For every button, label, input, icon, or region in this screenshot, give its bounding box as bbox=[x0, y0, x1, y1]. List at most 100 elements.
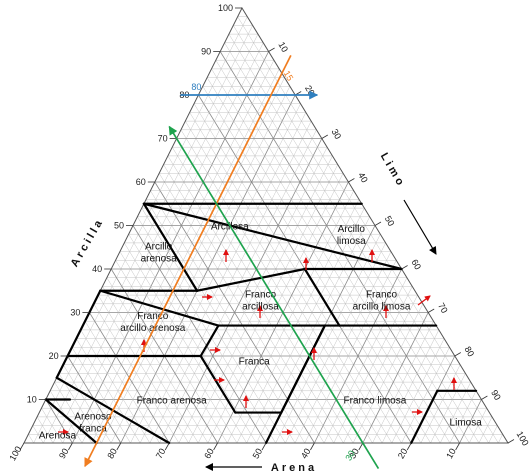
tick-mark bbox=[406, 442, 412, 451]
class-boundary bbox=[264, 324, 326, 445]
grid-line bbox=[141, 207, 286, 444]
grid-line bbox=[71, 347, 131, 444]
tick-label-silt: 50 bbox=[383, 214, 397, 228]
tick-label-sand: 20 bbox=[396, 447, 410, 461]
class-boundary bbox=[55, 354, 69, 379]
class-boundary bbox=[99, 289, 220, 327]
class-label-franco-arcillosa: Franco bbox=[245, 289, 277, 300]
tick-mark bbox=[321, 134, 329, 139]
grid-line bbox=[168, 138, 323, 444]
tick-label-sand: 30 bbox=[347, 447, 361, 461]
grid-line bbox=[41, 408, 63, 444]
tick-label-silt: 90 bbox=[489, 388, 503, 402]
grid-line bbox=[449, 390, 477, 444]
grid-line bbox=[97, 294, 189, 444]
tick-mark bbox=[401, 265, 408, 270]
grid-line bbox=[132, 225, 267, 444]
grid-line bbox=[32, 425, 44, 444]
class-boundary bbox=[66, 289, 102, 358]
tick-mark bbox=[348, 178, 355, 183]
class-label-arcillo-limosa: Arcillo bbox=[338, 224, 366, 235]
class-label-arcillo-arenosa: arenosa bbox=[141, 254, 178, 265]
class-label-arcillo-arenosa: Arcillo bbox=[145, 242, 173, 253]
sand-line bbox=[168, 125, 380, 470]
class-label-arenoso-franca: Arenoso bbox=[74, 411, 112, 422]
class-boundary bbox=[142, 202, 199, 292]
grid-line bbox=[391, 338, 445, 444]
grid-line bbox=[420, 364, 461, 444]
grid-line bbox=[106, 277, 209, 444]
tick-mark bbox=[507, 439, 515, 444]
grid-line bbox=[158, 173, 325, 444]
grid-line bbox=[372, 321, 434, 444]
grid-line bbox=[211, 68, 441, 444]
grid-line bbox=[130, 103, 301, 444]
tick-mark bbox=[358, 442, 364, 451]
tick-label-sand: 100 bbox=[7, 444, 23, 462]
class-label-franco-arenosa: Franco arenosa bbox=[137, 396, 207, 407]
grid-line bbox=[469, 408, 487, 444]
class-label-arcillo-limosa: limosa bbox=[337, 236, 366, 247]
grid-line bbox=[110, 86, 291, 444]
grid-line bbox=[150, 190, 305, 444]
grid-line bbox=[323, 277, 408, 444]
tick-mark bbox=[310, 442, 315, 451]
tick-mark bbox=[481, 395, 488, 400]
grid-line bbox=[149, 120, 312, 444]
grid-line bbox=[459, 399, 482, 444]
grid-line bbox=[362, 312, 429, 444]
grid-line bbox=[207, 173, 344, 444]
grid-line bbox=[185, 120, 383, 444]
tick-mark bbox=[116, 442, 122, 451]
class-boundary bbox=[44, 398, 98, 445]
tick-mark bbox=[68, 442, 73, 451]
class-boundary bbox=[303, 267, 341, 327]
tick-label-clay: 90 bbox=[201, 47, 211, 57]
axis-title-clay: Arcilla bbox=[69, 216, 107, 269]
grid-line bbox=[478, 416, 493, 444]
tick-label-clay: 30 bbox=[70, 308, 80, 318]
grid-line bbox=[219, 51, 460, 444]
class-boundary bbox=[410, 389, 439, 445]
grid-line bbox=[145, 199, 296, 444]
tick-label-silt: 60 bbox=[409, 258, 423, 272]
sand-line-label: 30 bbox=[343, 449, 357, 463]
tick-label-clay: 40 bbox=[92, 264, 102, 274]
class-label-arenosa: Arenosa bbox=[39, 430, 77, 441]
grid-line bbox=[304, 260, 397, 444]
tick-mark bbox=[374, 221, 382, 226]
grid-line bbox=[228, 33, 480, 444]
class-label-franco-arcillo-arenosa: Franco bbox=[137, 311, 169, 322]
grid-line bbox=[91, 68, 280, 444]
tick-label-silt: 10 bbox=[276, 40, 290, 54]
tick-mark bbox=[455, 442, 460, 451]
tick-label-clay: 70 bbox=[158, 134, 168, 144]
grid-line bbox=[193, 103, 402, 444]
class-boundary bbox=[142, 202, 403, 271]
grid-line bbox=[52, 33, 259, 444]
grid-line bbox=[314, 268, 402, 444]
grid-line bbox=[236, 199, 360, 444]
grid-line bbox=[343, 294, 418, 444]
tick-mark bbox=[454, 352, 462, 357]
class-label-arenoso-franca: franca bbox=[79, 423, 107, 434]
tick-label-clay: 20 bbox=[49, 351, 59, 361]
class-label-franco-limosa: Franco limosa bbox=[344, 396, 407, 407]
tick-label-silt: 100 bbox=[515, 429, 529, 447]
grid-line bbox=[294, 251, 392, 444]
tick-label-silt: 80 bbox=[463, 345, 477, 359]
grid-line bbox=[202, 86, 422, 444]
grid-line bbox=[488, 425, 498, 444]
reading-lines: 80 15 30 bbox=[84, 54, 380, 470]
class-label-franco-arcillo-limosa: Franco bbox=[366, 289, 398, 300]
grid-line bbox=[128, 234, 257, 444]
tick-mark bbox=[261, 442, 267, 451]
grid-line bbox=[163, 164, 334, 444]
tick-label-sand: 60 bbox=[202, 447, 216, 461]
tick-label-silt: 40 bbox=[356, 171, 370, 185]
tick-label-sand: 80 bbox=[105, 447, 119, 461]
grid-line bbox=[28, 434, 34, 444]
grid-line bbox=[256, 216, 370, 444]
tick-label-sand: 70 bbox=[154, 447, 168, 461]
tick-label-silt: 30 bbox=[330, 127, 344, 141]
